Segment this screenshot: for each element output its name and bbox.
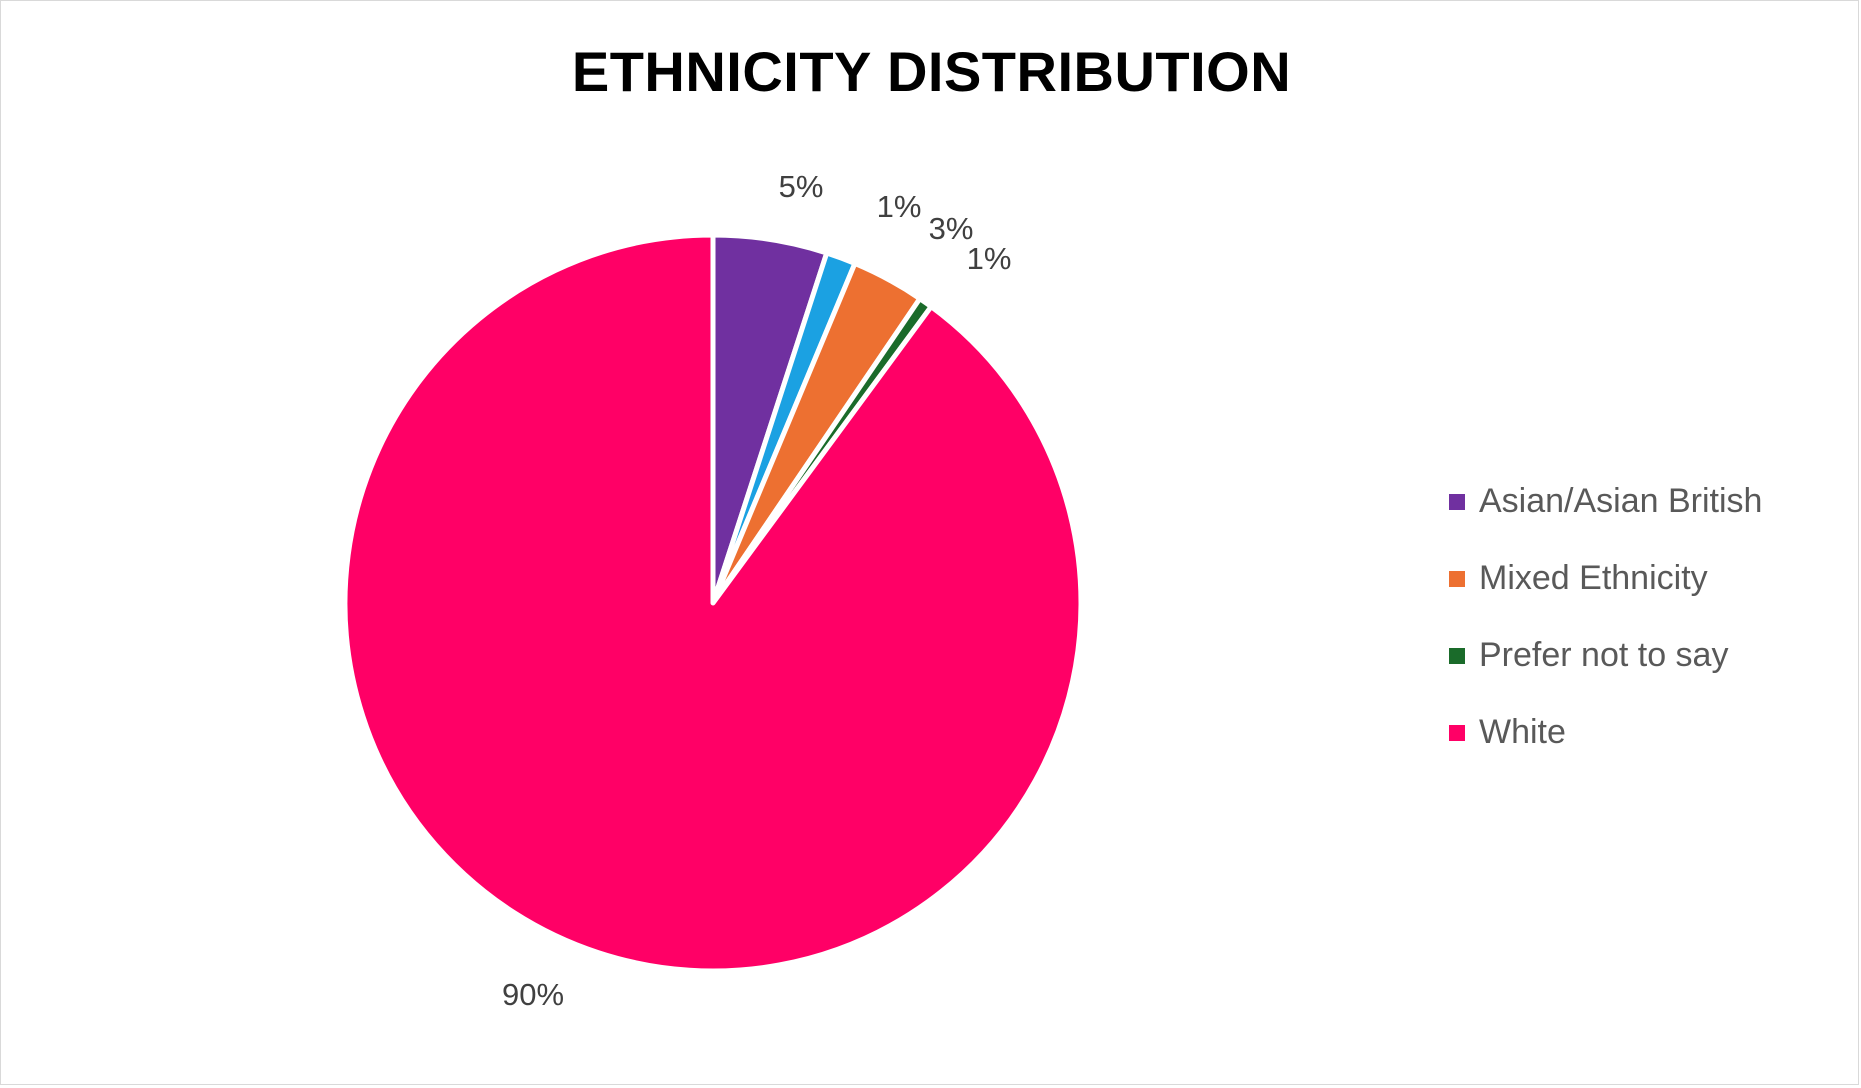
legend-swatch-asian <box>1449 493 1465 510</box>
legend-label-white: White <box>1479 713 1566 751</box>
legend-swatch-mixed <box>1449 570 1465 587</box>
data-label-2: 3% <box>929 211 974 246</box>
data-label-4: 90% <box>502 977 564 1012</box>
legend-label-asian: Asian/Asian British <box>1479 482 1763 520</box>
legend-item-mixed: Mixed Ethnicity <box>1449 540 1762 617</box>
data-label-3: 1% <box>967 241 1012 276</box>
legend-swatch-white <box>1449 724 1465 741</box>
legend-item-white: White <box>1449 694 1762 771</box>
data-label-0: 5% <box>779 169 824 204</box>
chart-legend: Asian/Asian British Mixed Ethnicity Pref… <box>1449 463 1762 771</box>
legend-label-prefer-not: Prefer not to say <box>1479 636 1729 674</box>
legend-label-mixed: Mixed Ethnicity <box>1479 559 1708 597</box>
legend-swatch-prefer-not <box>1449 647 1465 664</box>
data-label-1: 1% <box>877 189 922 224</box>
legend-item-prefer-not: Prefer not to say <box>1449 617 1762 694</box>
pie-slice-4 <box>342 232 1084 974</box>
legend-item-asian: Asian/Asian British <box>1449 463 1762 540</box>
chart-title: ETHNICITY DISTRIBUTION <box>571 40 1292 103</box>
